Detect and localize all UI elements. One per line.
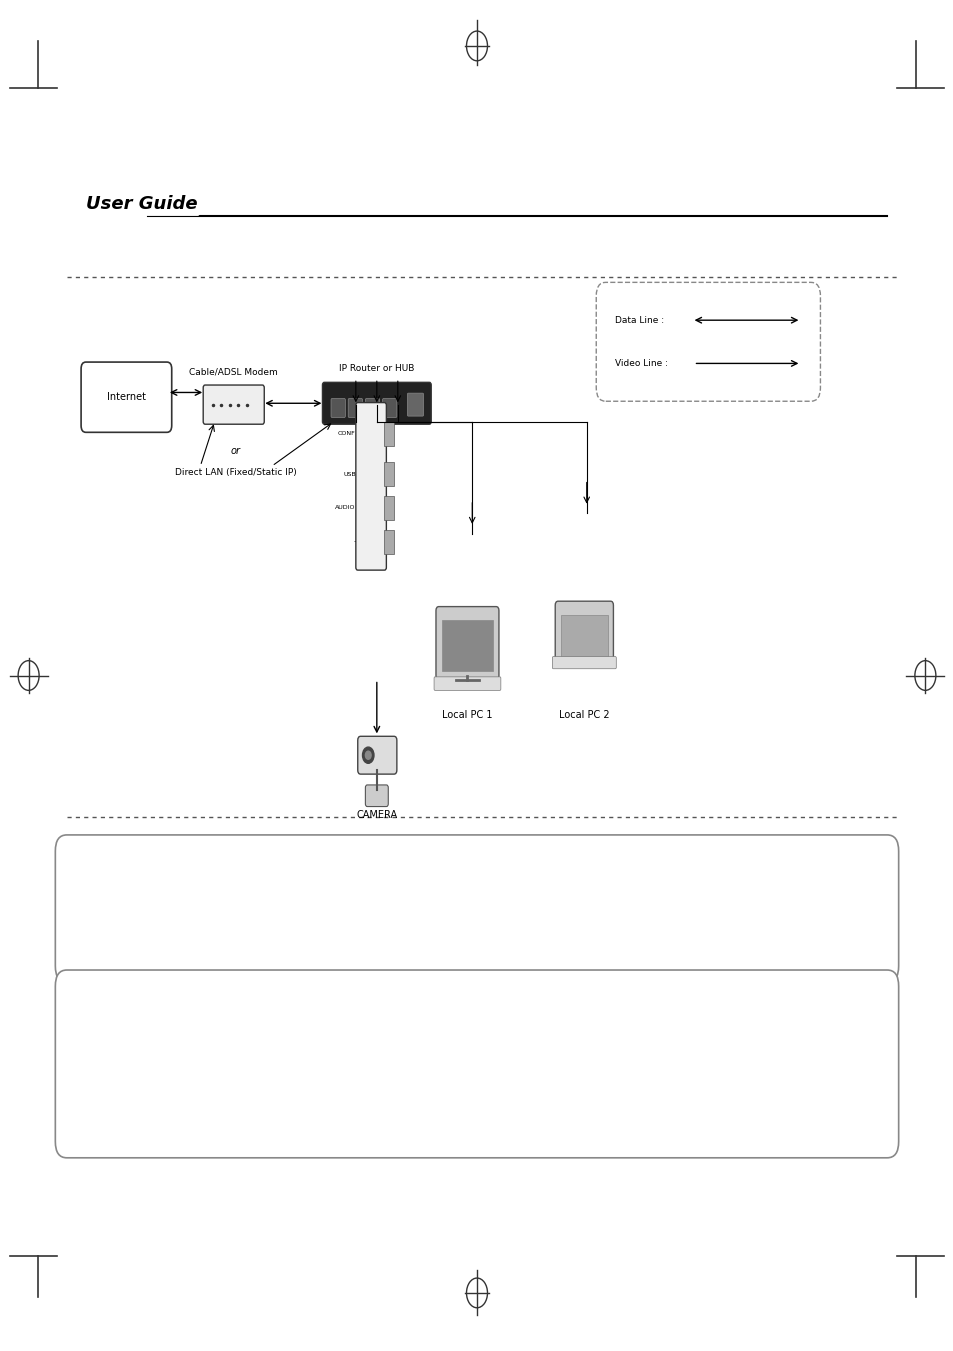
FancyBboxPatch shape <box>384 422 394 446</box>
FancyBboxPatch shape <box>365 785 388 807</box>
FancyBboxPatch shape <box>384 496 394 520</box>
Text: Cable/ADSL Modem: Cable/ADSL Modem <box>189 367 278 376</box>
Text: Internet: Internet <box>107 392 146 403</box>
FancyBboxPatch shape <box>365 399 379 417</box>
Text: CAMERA: CAMERA <box>355 809 397 820</box>
FancyBboxPatch shape <box>55 970 898 1158</box>
FancyBboxPatch shape <box>382 399 396 417</box>
FancyBboxPatch shape <box>552 657 616 669</box>
Circle shape <box>365 751 371 759</box>
FancyBboxPatch shape <box>81 362 172 432</box>
Text: Video Line :: Video Line : <box>615 359 668 367</box>
Text: IP Router or HUB: IP Router or HUB <box>338 365 415 373</box>
FancyBboxPatch shape <box>384 530 394 554</box>
FancyBboxPatch shape <box>555 601 613 666</box>
FancyBboxPatch shape <box>441 620 493 671</box>
Text: Data Line :: Data Line : <box>615 316 663 324</box>
FancyBboxPatch shape <box>434 677 500 690</box>
Text: Direct LAN (Fixed/Static IP): Direct LAN (Fixed/Static IP) <box>174 469 296 477</box>
FancyBboxPatch shape <box>560 615 607 658</box>
Text: CONF: CONF <box>337 431 355 436</box>
FancyBboxPatch shape <box>203 385 264 424</box>
FancyBboxPatch shape <box>322 382 431 424</box>
Text: Local PC 2: Local PC 2 <box>558 709 610 720</box>
FancyBboxPatch shape <box>384 462 394 486</box>
Text: User Guide: User Guide <box>86 196 197 213</box>
FancyBboxPatch shape <box>407 393 423 416</box>
FancyBboxPatch shape <box>436 607 498 680</box>
FancyBboxPatch shape <box>355 403 386 570</box>
Text: AUDIO: AUDIO <box>335 505 355 511</box>
Text: USB: USB <box>343 471 355 477</box>
FancyBboxPatch shape <box>331 399 345 417</box>
Text: or: or <box>231 446 240 457</box>
Circle shape <box>362 747 374 763</box>
FancyBboxPatch shape <box>348 399 362 417</box>
Text: Local PC 1: Local PC 1 <box>442 709 492 720</box>
Text: -: - <box>354 539 355 544</box>
FancyBboxPatch shape <box>55 835 898 982</box>
FancyBboxPatch shape <box>357 736 396 774</box>
FancyBboxPatch shape <box>596 282 820 401</box>
